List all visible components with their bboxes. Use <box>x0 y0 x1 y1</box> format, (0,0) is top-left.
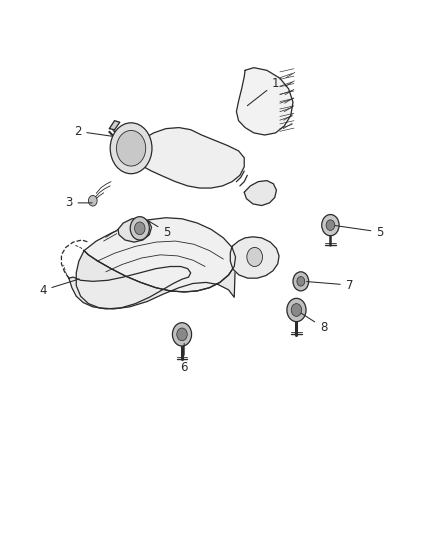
Polygon shape <box>128 127 244 188</box>
Polygon shape <box>237 68 293 135</box>
Circle shape <box>326 220 335 230</box>
Text: 2: 2 <box>74 125 112 138</box>
Circle shape <box>322 215 339 236</box>
Text: 8: 8 <box>301 313 327 334</box>
Text: 1: 1 <box>247 77 279 106</box>
Circle shape <box>287 298 306 321</box>
Circle shape <box>247 247 262 266</box>
Polygon shape <box>76 251 236 309</box>
Circle shape <box>177 328 187 341</box>
Text: 4: 4 <box>39 279 79 297</box>
Circle shape <box>291 304 302 317</box>
Circle shape <box>293 272 309 291</box>
Circle shape <box>130 216 149 240</box>
Circle shape <box>297 277 305 286</box>
Text: 5: 5 <box>335 225 384 239</box>
Polygon shape <box>69 266 191 309</box>
Circle shape <box>88 196 97 206</box>
Circle shape <box>134 222 145 235</box>
Circle shape <box>117 131 146 166</box>
Circle shape <box>173 322 191 346</box>
Polygon shape <box>110 120 120 130</box>
Text: 3: 3 <box>65 196 92 209</box>
Circle shape <box>110 123 152 174</box>
Text: 5: 5 <box>147 220 170 239</box>
Polygon shape <box>230 237 279 278</box>
Polygon shape <box>84 217 236 292</box>
Polygon shape <box>244 181 276 206</box>
Text: 7: 7 <box>307 279 353 292</box>
Text: 6: 6 <box>180 343 188 374</box>
Polygon shape <box>118 217 152 242</box>
